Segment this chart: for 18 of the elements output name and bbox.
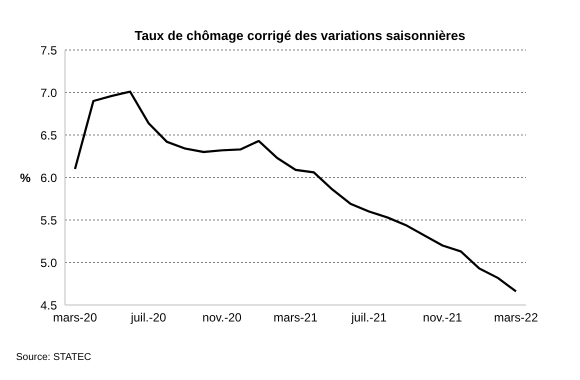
x-tick-label: nov.-20 [202,310,242,325]
y-tick-label: 4.5 [40,298,58,312]
y-tick-label: 5.0 [40,256,58,270]
y-axis-title: % [20,170,31,185]
line-series [74,90,518,292]
x-tick-label: nov.-21 [422,310,462,325]
source-note: Source: STATEC [16,352,92,363]
x-tick-label: juil.-20 [130,310,166,325]
y-tick-label: 6.5 [40,128,58,142]
x-tick-label: mars-22 [494,310,538,325]
x-tick-label: juil.-21 [350,310,387,325]
y-tick-label: 7.5 [40,43,58,58]
chart-title: Taux de chômage corrigé des variations saisonnières [134,28,466,43]
x-tick-label: mars-20 [52,310,98,325]
y-tick-label: 6.0 [40,170,58,185]
y-tick-label: 7.0 [40,86,58,100]
y-tick-label: 5.5 [40,213,58,228]
x-tick-label: mars-21 [273,310,318,325]
